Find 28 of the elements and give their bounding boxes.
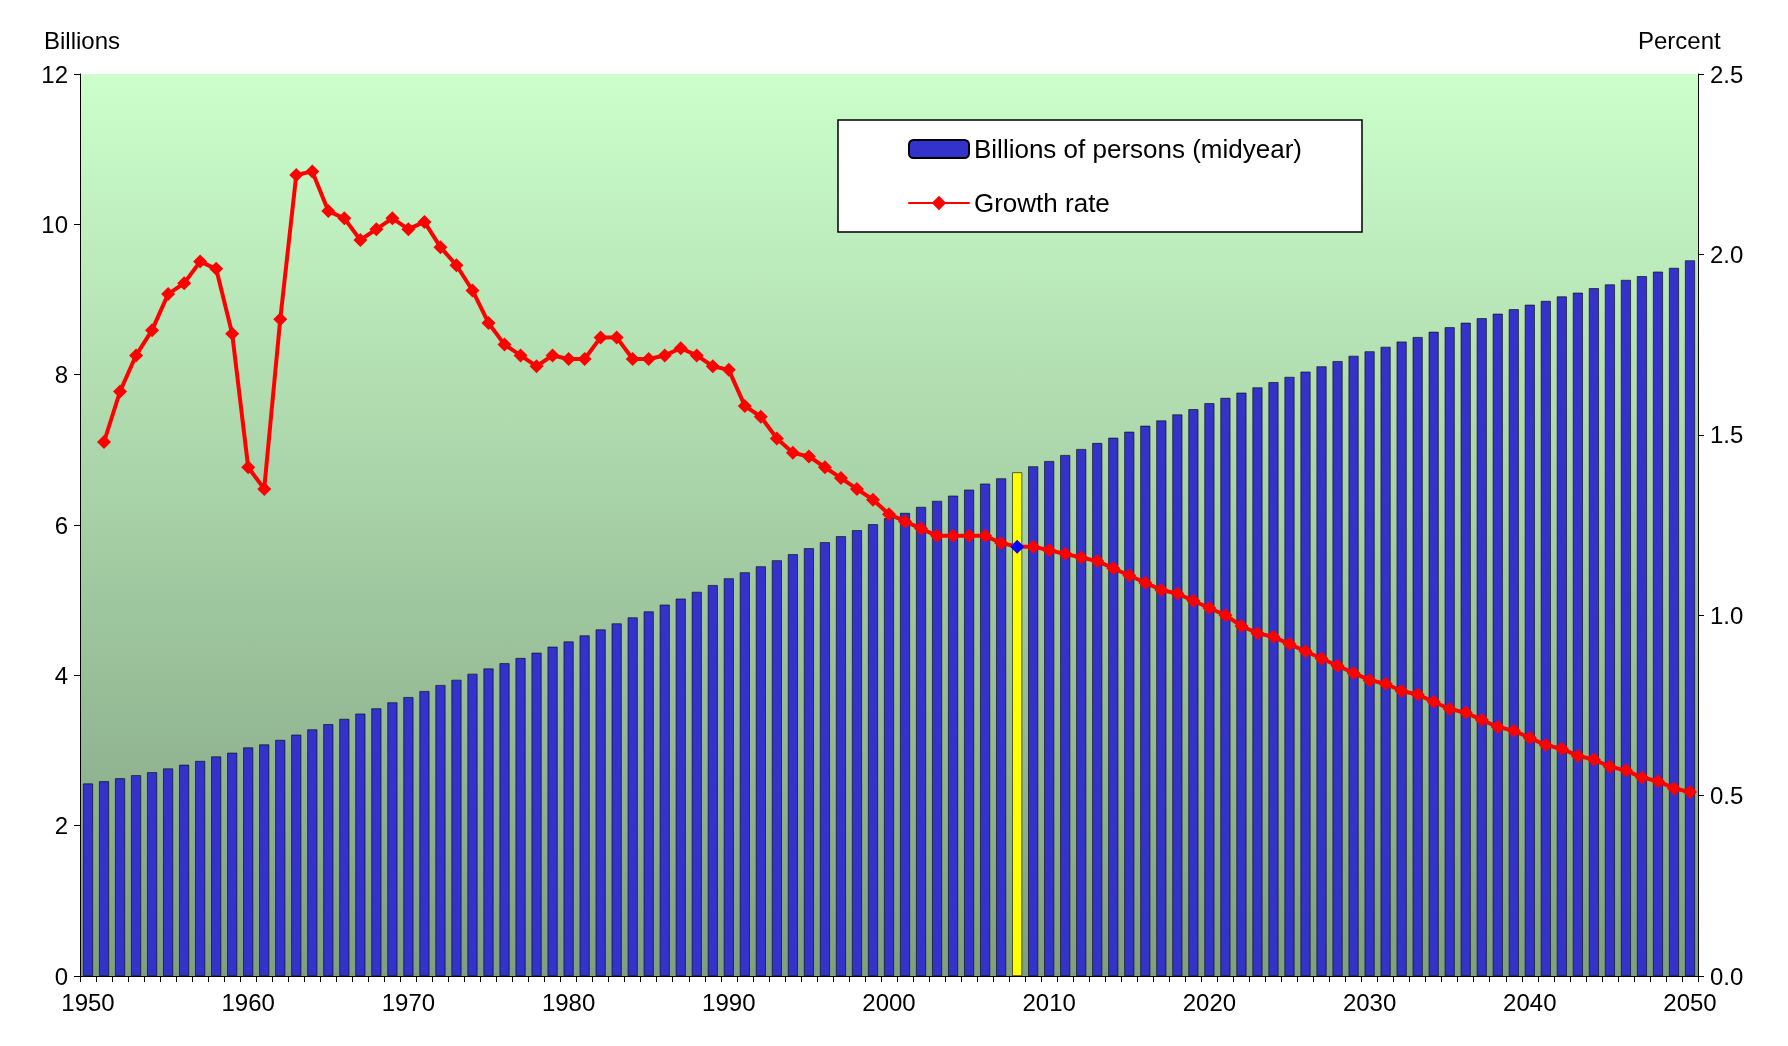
y2-tick-label: 2.5 <box>1710 60 1744 88</box>
y-tick-label: 0 <box>54 962 68 990</box>
y-tick-label: 4 <box>54 661 68 689</box>
x-tick-label: 2030 <box>1342 988 1397 1016</box>
legend-label: Growth rate <box>973 188 1110 218</box>
legend-label: Billions of persons (midyear) <box>973 134 1303 164</box>
x-tick-label: 1970 <box>381 988 436 1016</box>
y-tick-label: 10 <box>41 210 68 238</box>
y-tick-label: 6 <box>54 511 68 539</box>
y2-tick-label: 1.0 <box>1710 601 1744 629</box>
x-tick-label: 1960 <box>221 988 275 1016</box>
y2-axis-title: Percent <box>1638 26 1722 54</box>
y-tick-label: 8 <box>54 361 68 389</box>
x-tick-label: 2010 <box>1022 988 1076 1016</box>
x-tick-label: 2050 <box>1663 988 1717 1016</box>
x-tick-label: 1950 <box>61 988 115 1016</box>
y2-tick-label: 1.5 <box>1710 421 1744 449</box>
y2-tick-label: 2.0 <box>1710 240 1744 268</box>
y-tick-label: 12 <box>41 60 68 88</box>
y-tick-label: 2 <box>54 812 68 840</box>
x-tick-label: 2000 <box>862 988 916 1016</box>
y-axis-title: Billions <box>43 26 120 54</box>
y2-tick-label: 0.0 <box>1710 962 1744 990</box>
x-tick-label: 1980 <box>541 988 596 1016</box>
y2-tick-label: 0.5 <box>1710 782 1744 810</box>
x-tick-label: 2040 <box>1503 988 1557 1016</box>
x-tick-label: 2020 <box>1182 988 1237 1016</box>
x-tick-label: 1990 <box>702 988 756 1016</box>
